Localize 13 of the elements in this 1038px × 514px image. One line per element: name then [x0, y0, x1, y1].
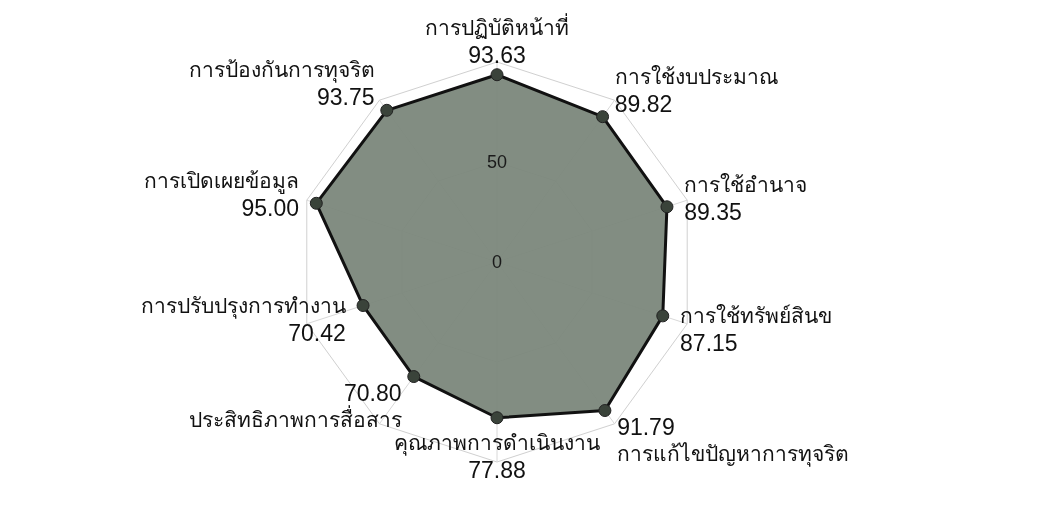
spoke-label: การใช้อำนาจ [684, 172, 808, 196]
spoke-label: การใช้ทรัพย์สินข [680, 303, 833, 327]
data-label: 89.35 [684, 198, 742, 225]
spoke-label: การปฏิบัติหน้าที่ [425, 12, 569, 39]
data-label: 95.00 [241, 195, 299, 222]
spoke-label: การปรับปรุงการทำงาน [140, 293, 346, 319]
spoke-label: การป้องกันการทุจริต [188, 58, 375, 84]
data-label: 93.63 [468, 41, 526, 68]
spoke-label: การเปิดเผยข้อมูล [143, 169, 299, 195]
spoke-label: การแก้ไขปัญหาการทุจริต [617, 441, 850, 467]
data-label: 87.15 [680, 329, 738, 356]
data-label: 77.88 [468, 456, 526, 483]
spoke-label: คุณภาพการดำเนินงาน [394, 430, 600, 456]
